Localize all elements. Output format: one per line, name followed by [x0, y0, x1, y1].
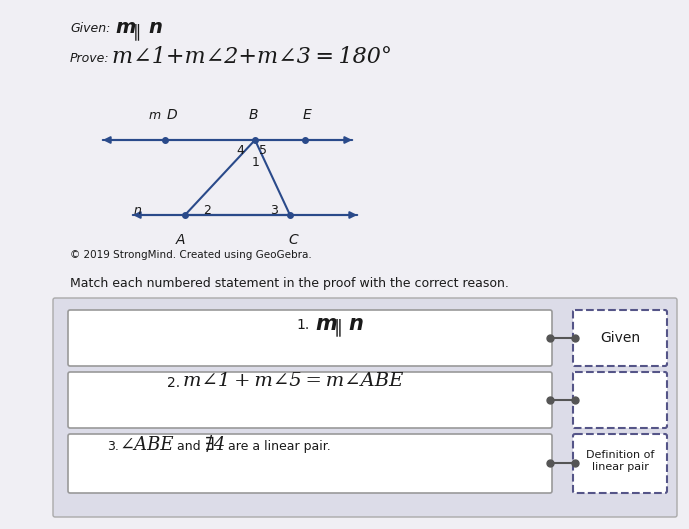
- FancyBboxPatch shape: [68, 310, 552, 366]
- Text: ∠ABE: ∠ABE: [120, 436, 174, 454]
- Text: 3.: 3.: [107, 440, 119, 453]
- Text: B: B: [248, 108, 258, 122]
- Text: m∠1 + m∠5 = m∠ABE: m∠1 + m∠5 = m∠ABE: [183, 372, 403, 390]
- Text: Match each numbered statement in the proof with the correct reason.: Match each numbered statement in the pro…: [70, 277, 509, 290]
- FancyBboxPatch shape: [573, 372, 667, 428]
- FancyBboxPatch shape: [68, 372, 552, 428]
- Text: ∄4: ∄4: [205, 436, 226, 454]
- FancyBboxPatch shape: [53, 298, 677, 517]
- Text: 2.: 2.: [167, 376, 180, 390]
- Text: 1: 1: [252, 156, 260, 169]
- Text: are a linear pair.: are a linear pair.: [224, 440, 331, 453]
- Text: ∥: ∥: [133, 22, 141, 40]
- Text: ∥: ∥: [334, 318, 343, 336]
- Text: Given: Given: [600, 331, 640, 345]
- Text: E: E: [302, 108, 311, 122]
- Text: Definition of
linear pair: Definition of linear pair: [586, 450, 654, 472]
- FancyBboxPatch shape: [573, 434, 667, 493]
- Text: m: m: [115, 18, 135, 37]
- Text: n: n: [134, 204, 142, 216]
- Text: n: n: [348, 314, 363, 334]
- Text: 4: 4: [236, 143, 244, 157]
- FancyBboxPatch shape: [573, 310, 667, 366]
- Text: Given:: Given:: [70, 22, 110, 35]
- Text: 5: 5: [259, 143, 267, 157]
- Text: C: C: [288, 233, 298, 247]
- Text: and: and: [173, 440, 205, 453]
- Text: D: D: [167, 108, 177, 122]
- Text: A: A: [175, 233, 185, 247]
- Text: © 2019 StrongMind. Created using GeoGebra.: © 2019 StrongMind. Created using GeoGebr…: [70, 250, 311, 260]
- Text: 2: 2: [203, 205, 211, 217]
- Text: m: m: [149, 109, 161, 122]
- Text: 3: 3: [270, 205, 278, 217]
- Text: Prove:: Prove:: [70, 52, 110, 65]
- Text: 1.: 1.: [297, 318, 310, 332]
- Text: n: n: [148, 18, 162, 37]
- Text: m∠1+m∠2+m∠3 = 180°: m∠1+m∠2+m∠3 = 180°: [112, 46, 392, 68]
- Text: m: m: [315, 314, 337, 334]
- FancyBboxPatch shape: [68, 434, 552, 493]
